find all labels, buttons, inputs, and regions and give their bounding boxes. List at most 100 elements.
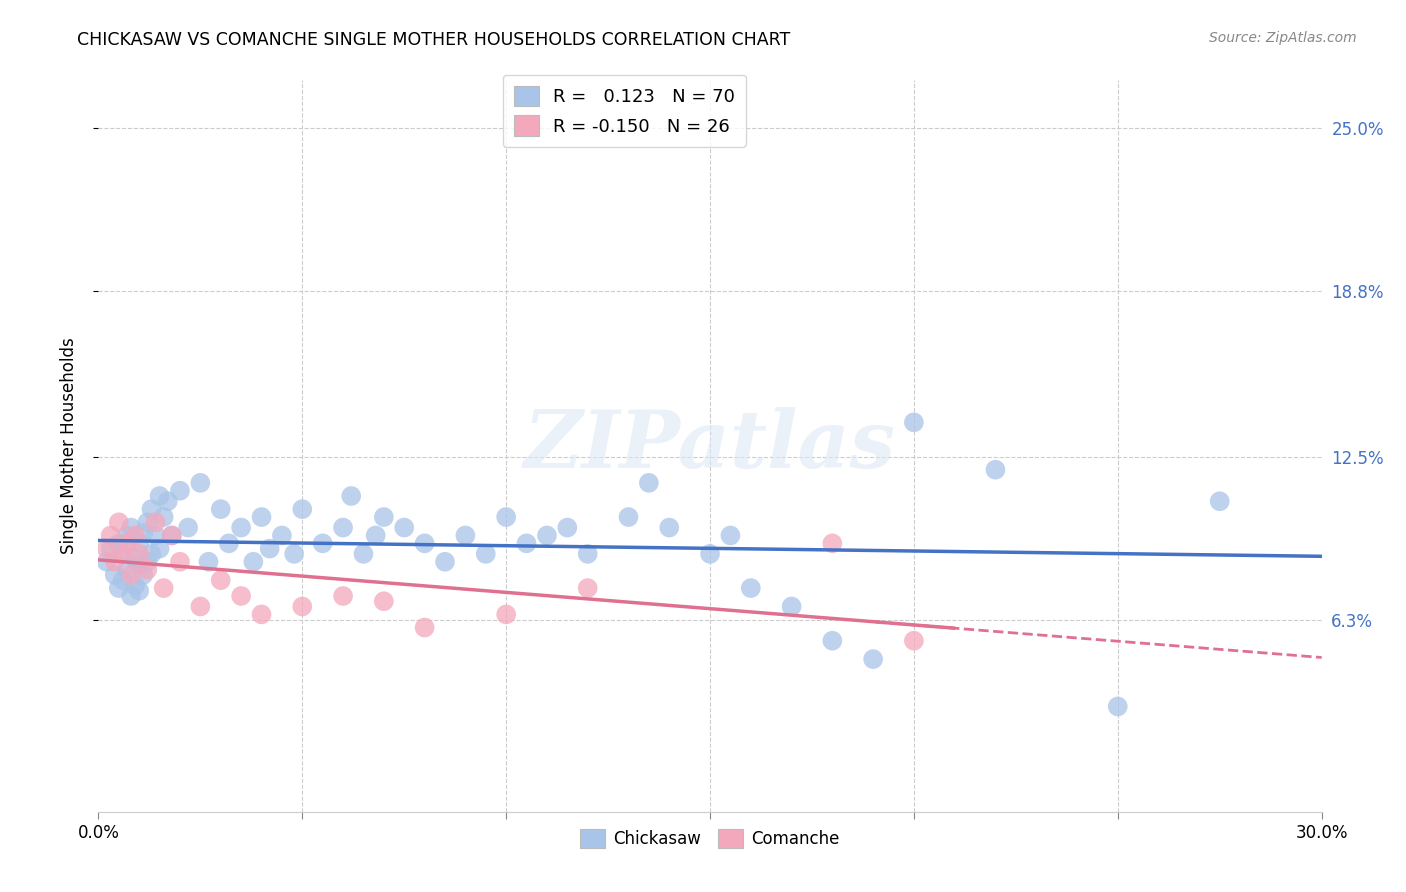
Point [1209, 494, 1232, 508]
Point [96, 541, 118, 556]
Point [145, 528, 167, 542]
Point [413, 621, 436, 635]
Point [149, 489, 172, 503]
Point [576, 581, 599, 595]
Point [160, 528, 183, 542]
Point [413, 536, 436, 550]
Point [332, 589, 354, 603]
Point [780, 599, 803, 614]
Point [141, 547, 163, 561]
Text: Source: ZipAtlas.com: Source: ZipAtlas.com [1209, 31, 1357, 45]
Point [495, 607, 517, 622]
Point [474, 547, 498, 561]
Point [124, 578, 146, 592]
Point [145, 516, 167, 530]
Point [740, 581, 762, 595]
Point [111, 547, 134, 561]
Point [242, 555, 264, 569]
Point [128, 536, 150, 550]
Point [270, 528, 294, 542]
Point [218, 536, 240, 550]
Point [352, 547, 374, 561]
Point [104, 555, 127, 569]
Point [149, 541, 172, 556]
Point [177, 520, 200, 534]
Point [291, 502, 314, 516]
Point [250, 607, 273, 622]
Point [152, 510, 174, 524]
Point [115, 563, 138, 577]
Point [718, 528, 742, 542]
Point [132, 568, 155, 582]
Point [120, 568, 142, 582]
Point [209, 502, 232, 516]
Point [903, 633, 925, 648]
Point [111, 547, 134, 561]
Legend: Chickasaw, Comanche: Chickasaw, Comanche [574, 822, 846, 855]
Point [699, 547, 721, 561]
Point [152, 581, 174, 595]
Point [454, 528, 477, 542]
Point [128, 583, 150, 598]
Point [96, 555, 118, 569]
Point [434, 555, 457, 569]
Point [136, 516, 159, 530]
Y-axis label: Single Mother Households: Single Mother Households [59, 338, 77, 554]
Point [250, 510, 273, 524]
Point [617, 510, 640, 524]
Point [821, 536, 844, 550]
Point [231, 520, 253, 534]
Point [108, 516, 131, 530]
Point [169, 555, 191, 569]
Point [984, 463, 1007, 477]
Point [128, 547, 150, 561]
Point [373, 510, 395, 524]
Point [373, 594, 395, 608]
Point [312, 536, 335, 550]
Point [903, 415, 925, 429]
Point [637, 475, 661, 490]
Point [658, 520, 681, 534]
Point [188, 475, 212, 490]
Point [136, 555, 159, 569]
Point [124, 552, 146, 566]
Point [108, 581, 131, 595]
Point [120, 589, 142, 603]
Point [136, 563, 159, 577]
Point [364, 528, 387, 542]
Point [576, 547, 599, 561]
Point [104, 568, 127, 582]
Point [231, 589, 253, 603]
Point [120, 520, 142, 534]
Point [124, 528, 146, 542]
Point [332, 520, 354, 534]
Point [115, 528, 138, 542]
Point [108, 536, 131, 550]
Point [495, 510, 517, 524]
Point [259, 541, 281, 556]
Point [340, 489, 363, 503]
Point [516, 536, 538, 550]
Point [283, 547, 305, 561]
Text: CHICKASAW VS COMANCHE SINGLE MOTHER HOUSEHOLDS CORRELATION CHART: CHICKASAW VS COMANCHE SINGLE MOTHER HOUS… [77, 31, 790, 49]
Point [115, 536, 138, 550]
Point [555, 520, 579, 534]
Point [1107, 699, 1129, 714]
Point [209, 573, 232, 587]
Point [111, 573, 134, 587]
Point [132, 525, 155, 540]
Point [128, 558, 150, 572]
Point [392, 520, 416, 534]
Point [100, 528, 122, 542]
Point [169, 483, 191, 498]
Point [160, 528, 183, 542]
Point [862, 652, 884, 666]
Point [188, 599, 212, 614]
Point [100, 541, 122, 556]
Point [156, 494, 179, 508]
Text: ZIPatlas: ZIPatlas [524, 408, 896, 484]
Point [141, 502, 163, 516]
Point [821, 633, 844, 648]
Point [536, 528, 558, 542]
Point [291, 599, 314, 614]
